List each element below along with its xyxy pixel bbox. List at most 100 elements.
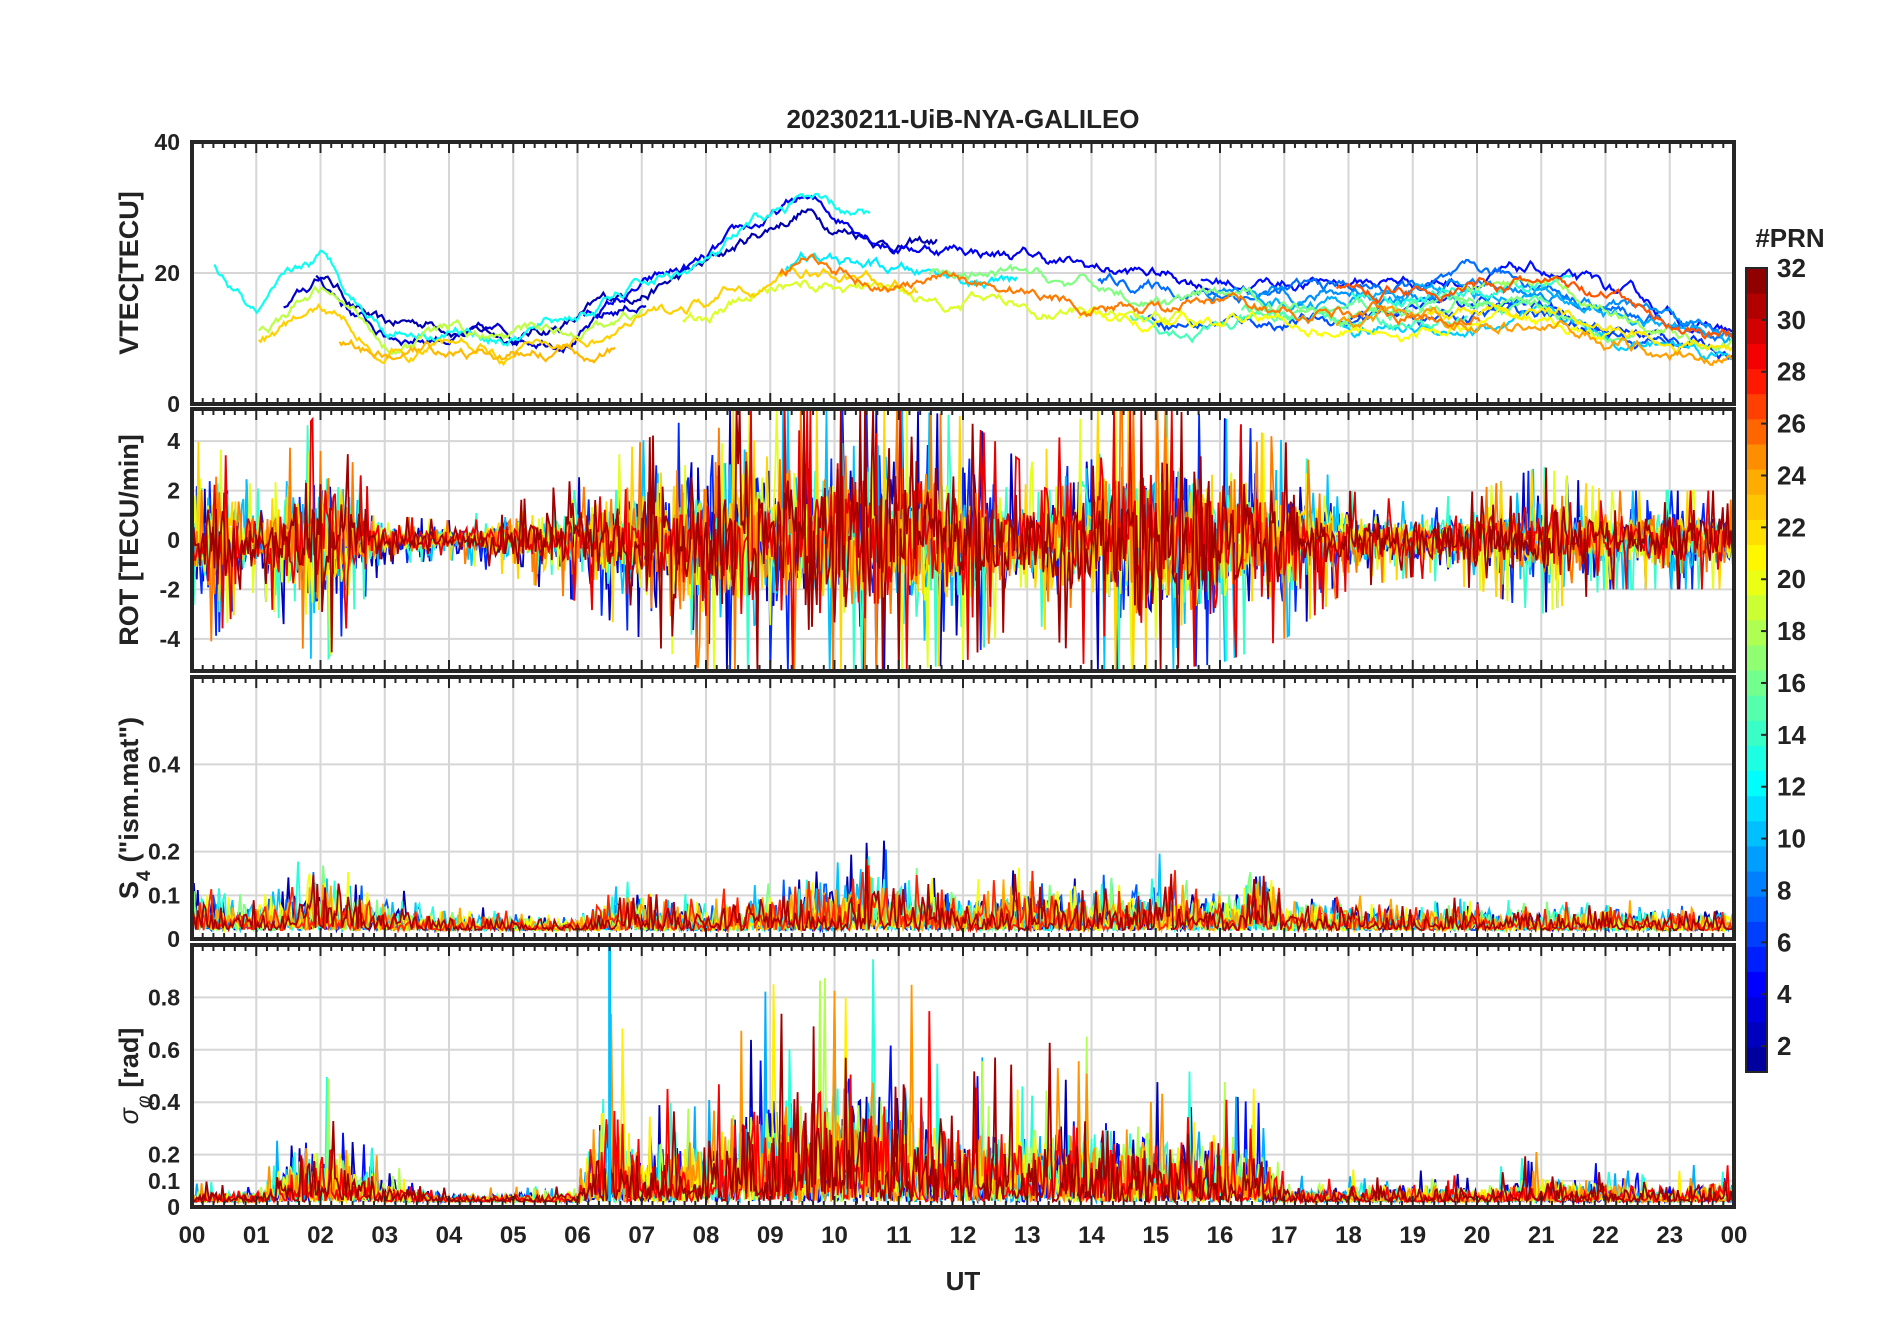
colorbar-band bbox=[1746, 770, 1767, 797]
x-tick-label: 23 bbox=[1656, 1222, 1683, 1249]
y-tick-label: 20 bbox=[154, 260, 180, 286]
vtec-prn-line bbox=[928, 263, 1636, 344]
colorbar-band bbox=[1746, 845, 1767, 872]
vtec-prn-line bbox=[1426, 302, 1734, 356]
y-tick-label: 0.1 bbox=[148, 1168, 180, 1194]
x-tick-label: 05 bbox=[500, 1222, 527, 1249]
rot-prn-line bbox=[192, 409, 1734, 671]
vtec-prn-line bbox=[213, 192, 871, 347]
x-tick-label: 22 bbox=[1592, 1222, 1619, 1249]
y-tick-label: 0 bbox=[167, 527, 180, 553]
colorbar-border bbox=[1745, 267, 1768, 1073]
vtec-series bbox=[213, 192, 1734, 367]
x-tick-label: 10 bbox=[821, 1222, 848, 1249]
colorbar-band bbox=[1746, 795, 1767, 822]
panel-sigma_phi-frame bbox=[190, 943, 1736, 1209]
panel-border bbox=[190, 943, 1736, 1209]
y-tick-label: -2 bbox=[160, 576, 180, 602]
colorbar-tick-label: 22 bbox=[1777, 512, 1806, 542]
panel-S4-frame bbox=[190, 675, 1736, 941]
colorbar-band bbox=[1746, 443, 1767, 470]
colorbar-band bbox=[1746, 820, 1767, 847]
panel-border bbox=[190, 140, 1736, 406]
colorbar-tick-label: 12 bbox=[1777, 772, 1806, 802]
colorbar-band bbox=[1746, 896, 1767, 922]
y-tick-label: 2 bbox=[167, 478, 180, 504]
x-axis-label: UT bbox=[946, 1266, 981, 1296]
colorbar-band bbox=[1746, 971, 1767, 998]
vtec-prn-line bbox=[338, 338, 616, 364]
colorbar-band bbox=[1746, 871, 1767, 897]
colorbar-tick-label: 6 bbox=[1777, 927, 1791, 957]
x-tick-label: 12 bbox=[950, 1222, 977, 1249]
colorbar-tick-label: 32 bbox=[1777, 253, 1806, 283]
x-tick-label: 14 bbox=[1078, 1222, 1105, 1249]
y-axis-label-suffix: ("ism.mat") bbox=[114, 717, 144, 863]
vtec-prn-line bbox=[1335, 274, 1734, 341]
y-tick-label: 4 bbox=[167, 428, 180, 454]
y-axis-label: VTEC[TECU] bbox=[114, 191, 144, 355]
x-tick-label: 00 bbox=[1721, 1222, 1748, 1249]
x-tick-label: 16 bbox=[1207, 1222, 1234, 1249]
y-tick-label: -4 bbox=[160, 626, 181, 652]
colorbar-band bbox=[1746, 343, 1767, 370]
x-tick-label: 18 bbox=[1335, 1222, 1362, 1249]
colorbar-band bbox=[1746, 619, 1767, 646]
s4-prn-line bbox=[192, 859, 1733, 934]
colorbar-band bbox=[1746, 594, 1767, 621]
x-tick-label: 02 bbox=[307, 1222, 334, 1249]
colorbar-band bbox=[1746, 1021, 1767, 1048]
colorbar-tick-label: 10 bbox=[1777, 824, 1806, 854]
colorbar-band bbox=[1746, 393, 1767, 420]
vtec-prn-line bbox=[257, 285, 644, 356]
x-tick-label: 04 bbox=[436, 1222, 463, 1249]
x-axis: 00 01 02 03 04 05 06 07 08 09 10 11 12 13 14 15 16 17 18 19… bbox=[179, 1222, 1748, 1249]
vtec-prn-line bbox=[779, 253, 1481, 328]
vtec-prn-line bbox=[1460, 275, 1734, 353]
colorbar-band bbox=[1746, 670, 1767, 696]
y-axis-label-main: σ bbox=[114, 1106, 144, 1124]
y-tick-label: 0 bbox=[167, 391, 180, 417]
panel-VTEC-frame bbox=[190, 140, 1736, 406]
y-axis-label: S4 ("ism.mat") bbox=[114, 717, 155, 899]
vtec-prn-line bbox=[1335, 304, 1733, 367]
panel-border bbox=[190, 407, 1736, 673]
panel-border bbox=[190, 675, 1736, 941]
colorbar-tick-label: 14 bbox=[1777, 720, 1806, 750]
x-tick-label: 19 bbox=[1399, 1222, 1426, 1249]
colorbar-band bbox=[1746, 1046, 1767, 1073]
x-tick-label: 03 bbox=[371, 1222, 398, 1249]
y-tick-label: 0.2 bbox=[148, 1142, 180, 1168]
vtec-prn-line bbox=[1350, 274, 1572, 308]
y-axis-label-suffix: [rad] bbox=[114, 1028, 144, 1088]
colorbar-band bbox=[1746, 720, 1767, 746]
panel-ROT-frame bbox=[190, 407, 1736, 673]
x-tick-label: 01 bbox=[243, 1222, 270, 1249]
colorbar-title: #PRN bbox=[1755, 223, 1824, 253]
colorbar-band bbox=[1746, 695, 1767, 721]
colorbar-tick-label: 2 bbox=[1777, 1031, 1791, 1061]
vtec-prn-line bbox=[682, 279, 1199, 327]
colorbar-band bbox=[1746, 946, 1767, 973]
y-tick-label: 0 bbox=[167, 1194, 180, 1220]
y-tick-label: 0.8 bbox=[148, 984, 180, 1010]
x-tick-label: 17 bbox=[1271, 1222, 1298, 1249]
colorbar-tick-label: 24 bbox=[1777, 460, 1806, 490]
x-tick-label: 20 bbox=[1464, 1222, 1491, 1249]
x-tick-label: 06 bbox=[564, 1222, 591, 1249]
colorbar-tick-label: 4 bbox=[1777, 979, 1792, 1009]
colorbar-tick-label: 8 bbox=[1777, 875, 1791, 905]
y-tick-label: 0.1 bbox=[148, 882, 180, 908]
colorbar-band bbox=[1746, 318, 1767, 344]
x-tick-label: 00 bbox=[179, 1222, 206, 1249]
vtec-prn-line bbox=[1338, 303, 1733, 362]
colorbar-band bbox=[1746, 644, 1767, 671]
panel-S4-axes: 0 0.1 0.2 0.4 bbox=[148, 677, 1735, 952]
colorbar-tick-label: 18 bbox=[1777, 616, 1806, 646]
y-tick-label: 0.2 bbox=[148, 839, 180, 865]
x-tick-label: 11 bbox=[886, 1222, 911, 1249]
s4-series bbox=[192, 840, 1733, 934]
